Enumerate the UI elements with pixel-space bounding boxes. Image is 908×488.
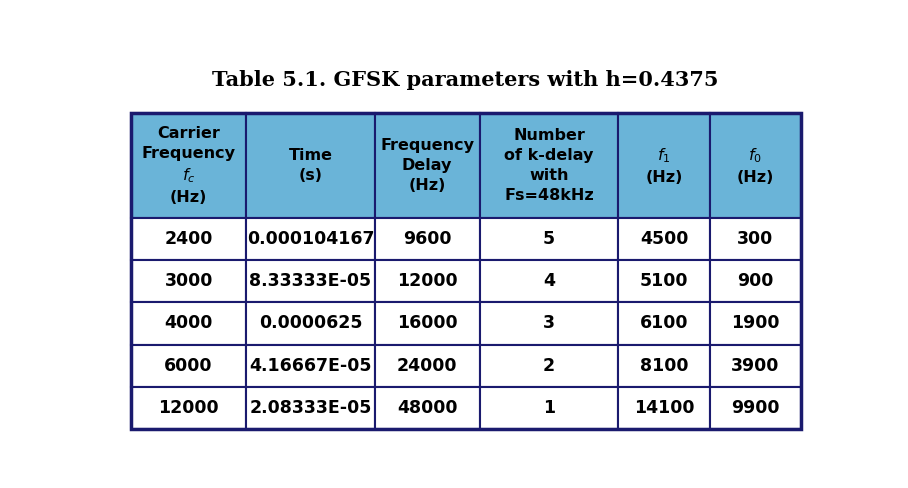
Text: 3000: 3000: [164, 272, 212, 290]
Bar: [375, 260, 479, 303]
Text: 900: 900: [737, 272, 774, 290]
Text: 4000: 4000: [164, 314, 212, 332]
Bar: [131, 113, 801, 428]
Bar: [131, 218, 246, 260]
Bar: [618, 113, 710, 218]
Bar: [131, 260, 246, 303]
Text: Frequency
Delay
(Hz): Frequency Delay (Hz): [380, 139, 474, 193]
Bar: [375, 218, 479, 260]
Bar: [479, 260, 618, 303]
Text: 24000: 24000: [397, 357, 458, 375]
Text: 2: 2: [543, 357, 555, 375]
Text: 2400: 2400: [164, 230, 212, 248]
Text: 6100: 6100: [640, 314, 688, 332]
Bar: [479, 218, 618, 260]
Text: 12000: 12000: [158, 399, 219, 417]
Bar: [246, 386, 375, 428]
Bar: [479, 303, 618, 345]
Text: Table 5.1. GFSK parameters with h=0.4375: Table 5.1. GFSK parameters with h=0.4375: [212, 70, 718, 90]
Text: 0.000104167: 0.000104167: [247, 230, 374, 248]
Text: 0.0000625: 0.0000625: [259, 314, 362, 332]
Bar: [618, 303, 710, 345]
Text: 2.08333E-05: 2.08333E-05: [249, 399, 371, 417]
Bar: [131, 386, 246, 428]
Text: 5100: 5100: [640, 272, 688, 290]
Bar: [618, 260, 710, 303]
Text: 48000: 48000: [397, 399, 458, 417]
Bar: [246, 345, 375, 386]
Text: Number
of k-delay
with
Fs=48kHz: Number of k-delay with Fs=48kHz: [504, 128, 594, 203]
Bar: [710, 218, 801, 260]
Bar: [710, 303, 801, 345]
Text: 8100: 8100: [640, 357, 688, 375]
Bar: [479, 386, 618, 428]
Text: 3: 3: [543, 314, 555, 332]
Text: $f_0$
(Hz): $f_0$ (Hz): [736, 146, 774, 185]
Bar: [246, 303, 375, 345]
Bar: [479, 113, 618, 218]
Text: Time
(s): Time (s): [289, 148, 332, 183]
Bar: [618, 218, 710, 260]
Text: 6000: 6000: [164, 357, 212, 375]
Bar: [131, 345, 246, 386]
Bar: [618, 345, 710, 386]
Bar: [710, 345, 801, 386]
Bar: [375, 113, 479, 218]
Bar: [710, 113, 801, 218]
Bar: [246, 218, 375, 260]
Bar: [375, 303, 479, 345]
Text: 1: 1: [543, 399, 555, 417]
Bar: [618, 386, 710, 428]
Text: 4500: 4500: [640, 230, 688, 248]
Bar: [246, 113, 375, 218]
Text: 9900: 9900: [731, 399, 780, 417]
Bar: [375, 386, 479, 428]
Bar: [710, 386, 801, 428]
Text: Carrier
Frequency
$f_c$
(Hz): Carrier Frequency $f_c$ (Hz): [142, 126, 235, 205]
Text: 9600: 9600: [403, 230, 451, 248]
Text: 8.33333E-05: 8.33333E-05: [250, 272, 371, 290]
Text: 1900: 1900: [731, 314, 780, 332]
Bar: [246, 260, 375, 303]
Text: 4.16667E-05: 4.16667E-05: [249, 357, 371, 375]
Bar: [479, 345, 618, 386]
Bar: [710, 260, 801, 303]
Bar: [375, 345, 479, 386]
Text: $f_1$
(Hz): $f_1$ (Hz): [646, 146, 683, 185]
Text: 3900: 3900: [731, 357, 780, 375]
Text: 300: 300: [737, 230, 774, 248]
Text: 5: 5: [543, 230, 555, 248]
Bar: [131, 113, 246, 218]
Text: 16000: 16000: [397, 314, 458, 332]
Text: 14100: 14100: [634, 399, 695, 417]
Text: 12000: 12000: [397, 272, 458, 290]
Text: 4: 4: [543, 272, 555, 290]
Bar: [131, 303, 246, 345]
